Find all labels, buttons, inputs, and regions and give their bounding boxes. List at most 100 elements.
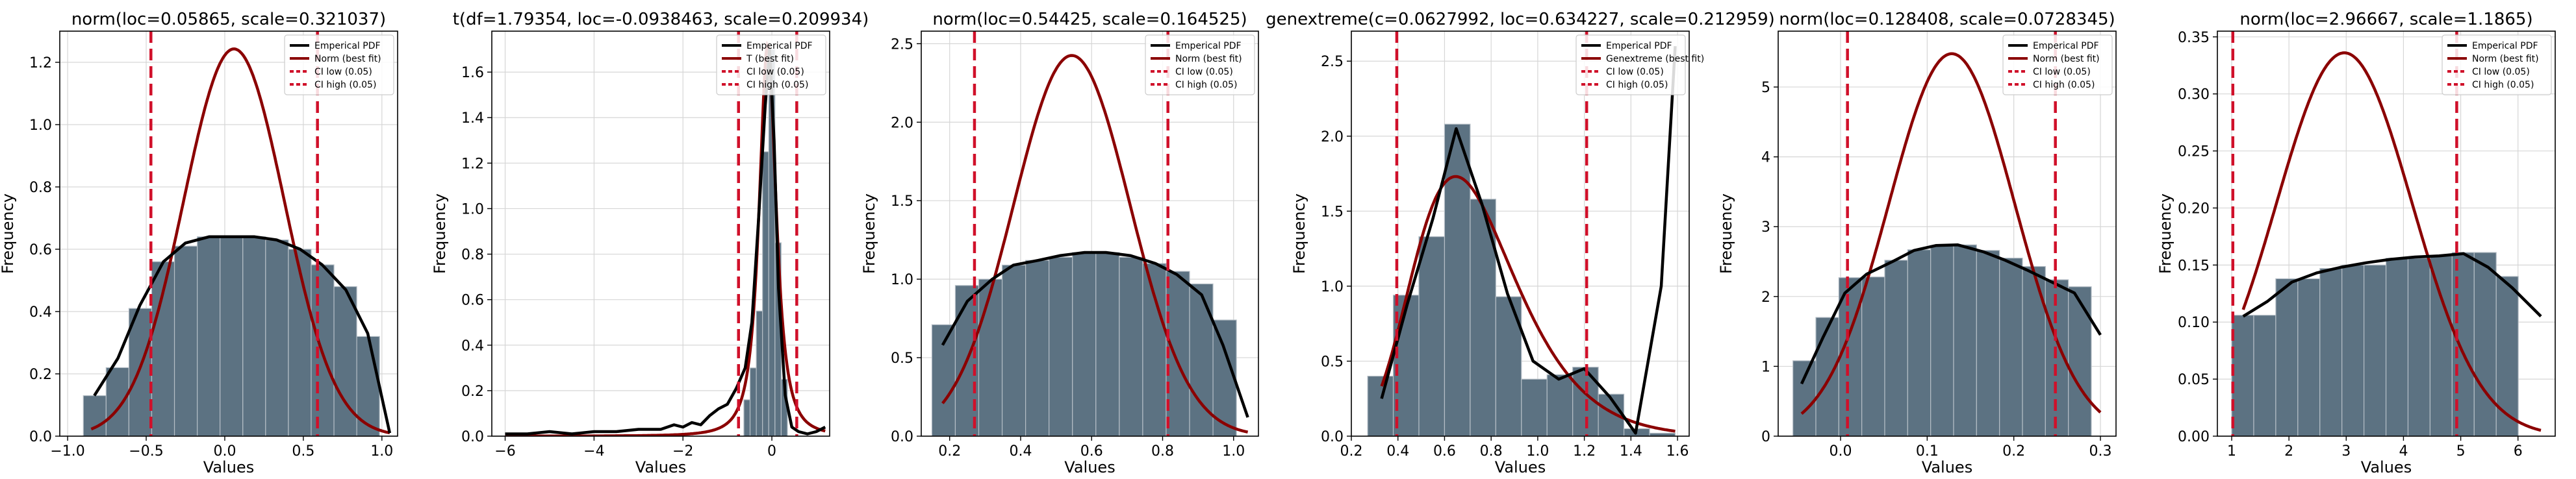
histogram-bar	[1884, 260, 1908, 436]
histogram-bar	[220, 236, 244, 436]
x-tick-label: 3	[2341, 443, 2351, 460]
legend-box	[2002, 34, 2113, 95]
best-fit-curve	[1800, 52, 2102, 415]
axes-frame	[2217, 31, 2556, 437]
empirical-pdf-line	[93, 235, 392, 434]
x-tick-label: 1	[2227, 443, 2236, 460]
histogram-bar	[1907, 249, 1932, 436]
x-tick-label: 4	[2399, 443, 2408, 460]
chart-panel-4: 0.2 0.4 0.6 0.8 1.0 1.2 1.4 1.6 0.0 0.5 1.0 1.5 2.0 2…	[1266, 10, 1775, 476]
legend-entry: Emperical PDF	[2472, 41, 2538, 51]
legend-box	[1145, 34, 1255, 95]
y-tick-label: 1.2	[29, 55, 52, 71]
histogram-bar	[749, 367, 757, 436]
legend-entry: CI high (0.05)	[746, 80, 808, 90]
histogram-bar	[2473, 252, 2497, 436]
y-tick-label: 1.5	[1321, 204, 1344, 220]
histogram-bar	[356, 336, 380, 436]
y-tick-label: 0.4	[29, 304, 52, 321]
chart-title: norm(loc=0.05865, scale=0.321037)	[71, 10, 386, 29]
y-tick-label: 1.0	[891, 272, 913, 288]
y-tick-label: 1.0	[461, 201, 484, 217]
legend-box	[1575, 34, 1686, 95]
y-tick-label: 1.4	[461, 110, 484, 127]
legend: Emperical PDF Norm (best fit) CI low (0.05…	[2442, 34, 2552, 95]
empirical-pdf-line	[2242, 252, 2542, 318]
legend-entry: CI high (0.05)	[1175, 80, 1237, 90]
x-tick-label: 6	[2514, 443, 2523, 460]
legend-entry: CI low (0.05)	[1175, 67, 1233, 77]
y-tick-label: 1.5	[891, 193, 913, 210]
y-tick-label: 0.0	[461, 429, 484, 445]
histogram-bar	[265, 240, 289, 436]
histogram-bar	[1049, 256, 1073, 436]
x-axis-label: Values	[1922, 458, 1972, 476]
legend-entry: Emperical PDF	[1175, 41, 1242, 51]
histogram-bar	[1095, 252, 1120, 436]
chart-title: genextreme(c=0.0627992, loc=0.634227, sc…	[1266, 10, 1775, 29]
histogram-bar	[2341, 264, 2365, 436]
legend-entry: CI low (0.05)	[1606, 67, 1664, 77]
x-axis-label: Values	[635, 458, 686, 476]
y-tick-label: 1.0	[29, 117, 52, 134]
x-tick-label: 0.8	[1151, 443, 1174, 460]
y-tick-label: 0.0	[891, 429, 913, 445]
y-tick-label: 2.5	[1321, 54, 1344, 70]
histogram-bar	[128, 308, 153, 436]
axes-frame	[921, 31, 1259, 437]
histogram-bar	[1025, 260, 1050, 436]
y-tick-label: 3	[1761, 219, 1770, 236]
x-tick-label: −2	[672, 443, 693, 460]
legend: Emperical PDF Norm (best fit) CI low (0.05…	[1145, 34, 1255, 95]
y-tick-label: 0.0	[1321, 429, 1344, 445]
legend-entry: Emperical PDF	[1606, 41, 1672, 51]
legend-box	[716, 34, 826, 95]
y-tick-label: 0.35	[2178, 30, 2210, 46]
y-tick-label: 2.0	[1321, 129, 1344, 145]
histogram-bar	[2022, 265, 2046, 436]
y-tick-label: 1.2	[461, 156, 484, 172]
y-tick-label: 1	[1761, 359, 1770, 375]
histogram-bar	[1119, 256, 1143, 436]
best-fit-curve	[90, 47, 390, 435]
histogram-bar	[1001, 264, 1027, 436]
legend-entry: CI high (0.05)	[1606, 80, 1668, 90]
histogram-bar	[2068, 286, 2092, 436]
x-tick-label: 0.8	[1480, 443, 1503, 460]
histogram-bar	[1470, 199, 1496, 436]
chart-panel-1: −1.0 −0.5 0.0 0.5 1.0 0.0 0.2 0.4 0.6 0.8 1.0 1.2 no…	[0, 10, 398, 476]
x-tick-label: 5	[2456, 443, 2466, 460]
histogram-bar	[762, 151, 769, 436]
histogram-bar	[743, 399, 751, 436]
x-tick-label: 1.0	[1222, 443, 1245, 460]
best-fit-curve	[2241, 51, 2542, 432]
x-tick-label: −4	[583, 443, 604, 460]
y-axis-label: Frequency	[431, 193, 449, 274]
histogram-bar	[1546, 374, 1574, 436]
x-tick-label: 1.6	[1666, 443, 1689, 460]
y-tick-label: 4	[1761, 150, 1770, 166]
x-axis-label: Values	[1064, 458, 1115, 476]
legend-box	[2442, 34, 2552, 95]
x-tick-label: 1.0	[1526, 443, 1549, 460]
x-tick-label: 1.4	[1620, 443, 1642, 460]
legend-entry: Emperical PDF	[314, 41, 381, 51]
histogram-bar	[2495, 276, 2519, 436]
x-tick-label: 0.2	[938, 443, 961, 460]
legend-entry: CI low (0.05)	[2033, 67, 2091, 77]
histogram-bar	[1649, 432, 1676, 436]
x-tick-label: 2	[2284, 443, 2293, 460]
axes-frame	[1778, 31, 2117, 437]
histogram-bar	[1930, 245, 1954, 436]
y-tick-label: 0.05	[2178, 372, 2210, 388]
y-tick-label: 0.30	[2178, 87, 2210, 103]
legend: Emperical PDF Genextreme (best fit) CI low…	[1575, 34, 1704, 95]
x-tick-label: 0.4	[1386, 443, 1409, 460]
histogram-bar	[2275, 278, 2299, 436]
x-tick-label: 1.2	[1573, 443, 1596, 460]
histogram-bar	[1976, 250, 2000, 436]
y-tick-label: 0.00	[2178, 429, 2210, 445]
empirical-pdf-line	[941, 251, 1249, 418]
histogram-bar	[1072, 252, 1097, 436]
